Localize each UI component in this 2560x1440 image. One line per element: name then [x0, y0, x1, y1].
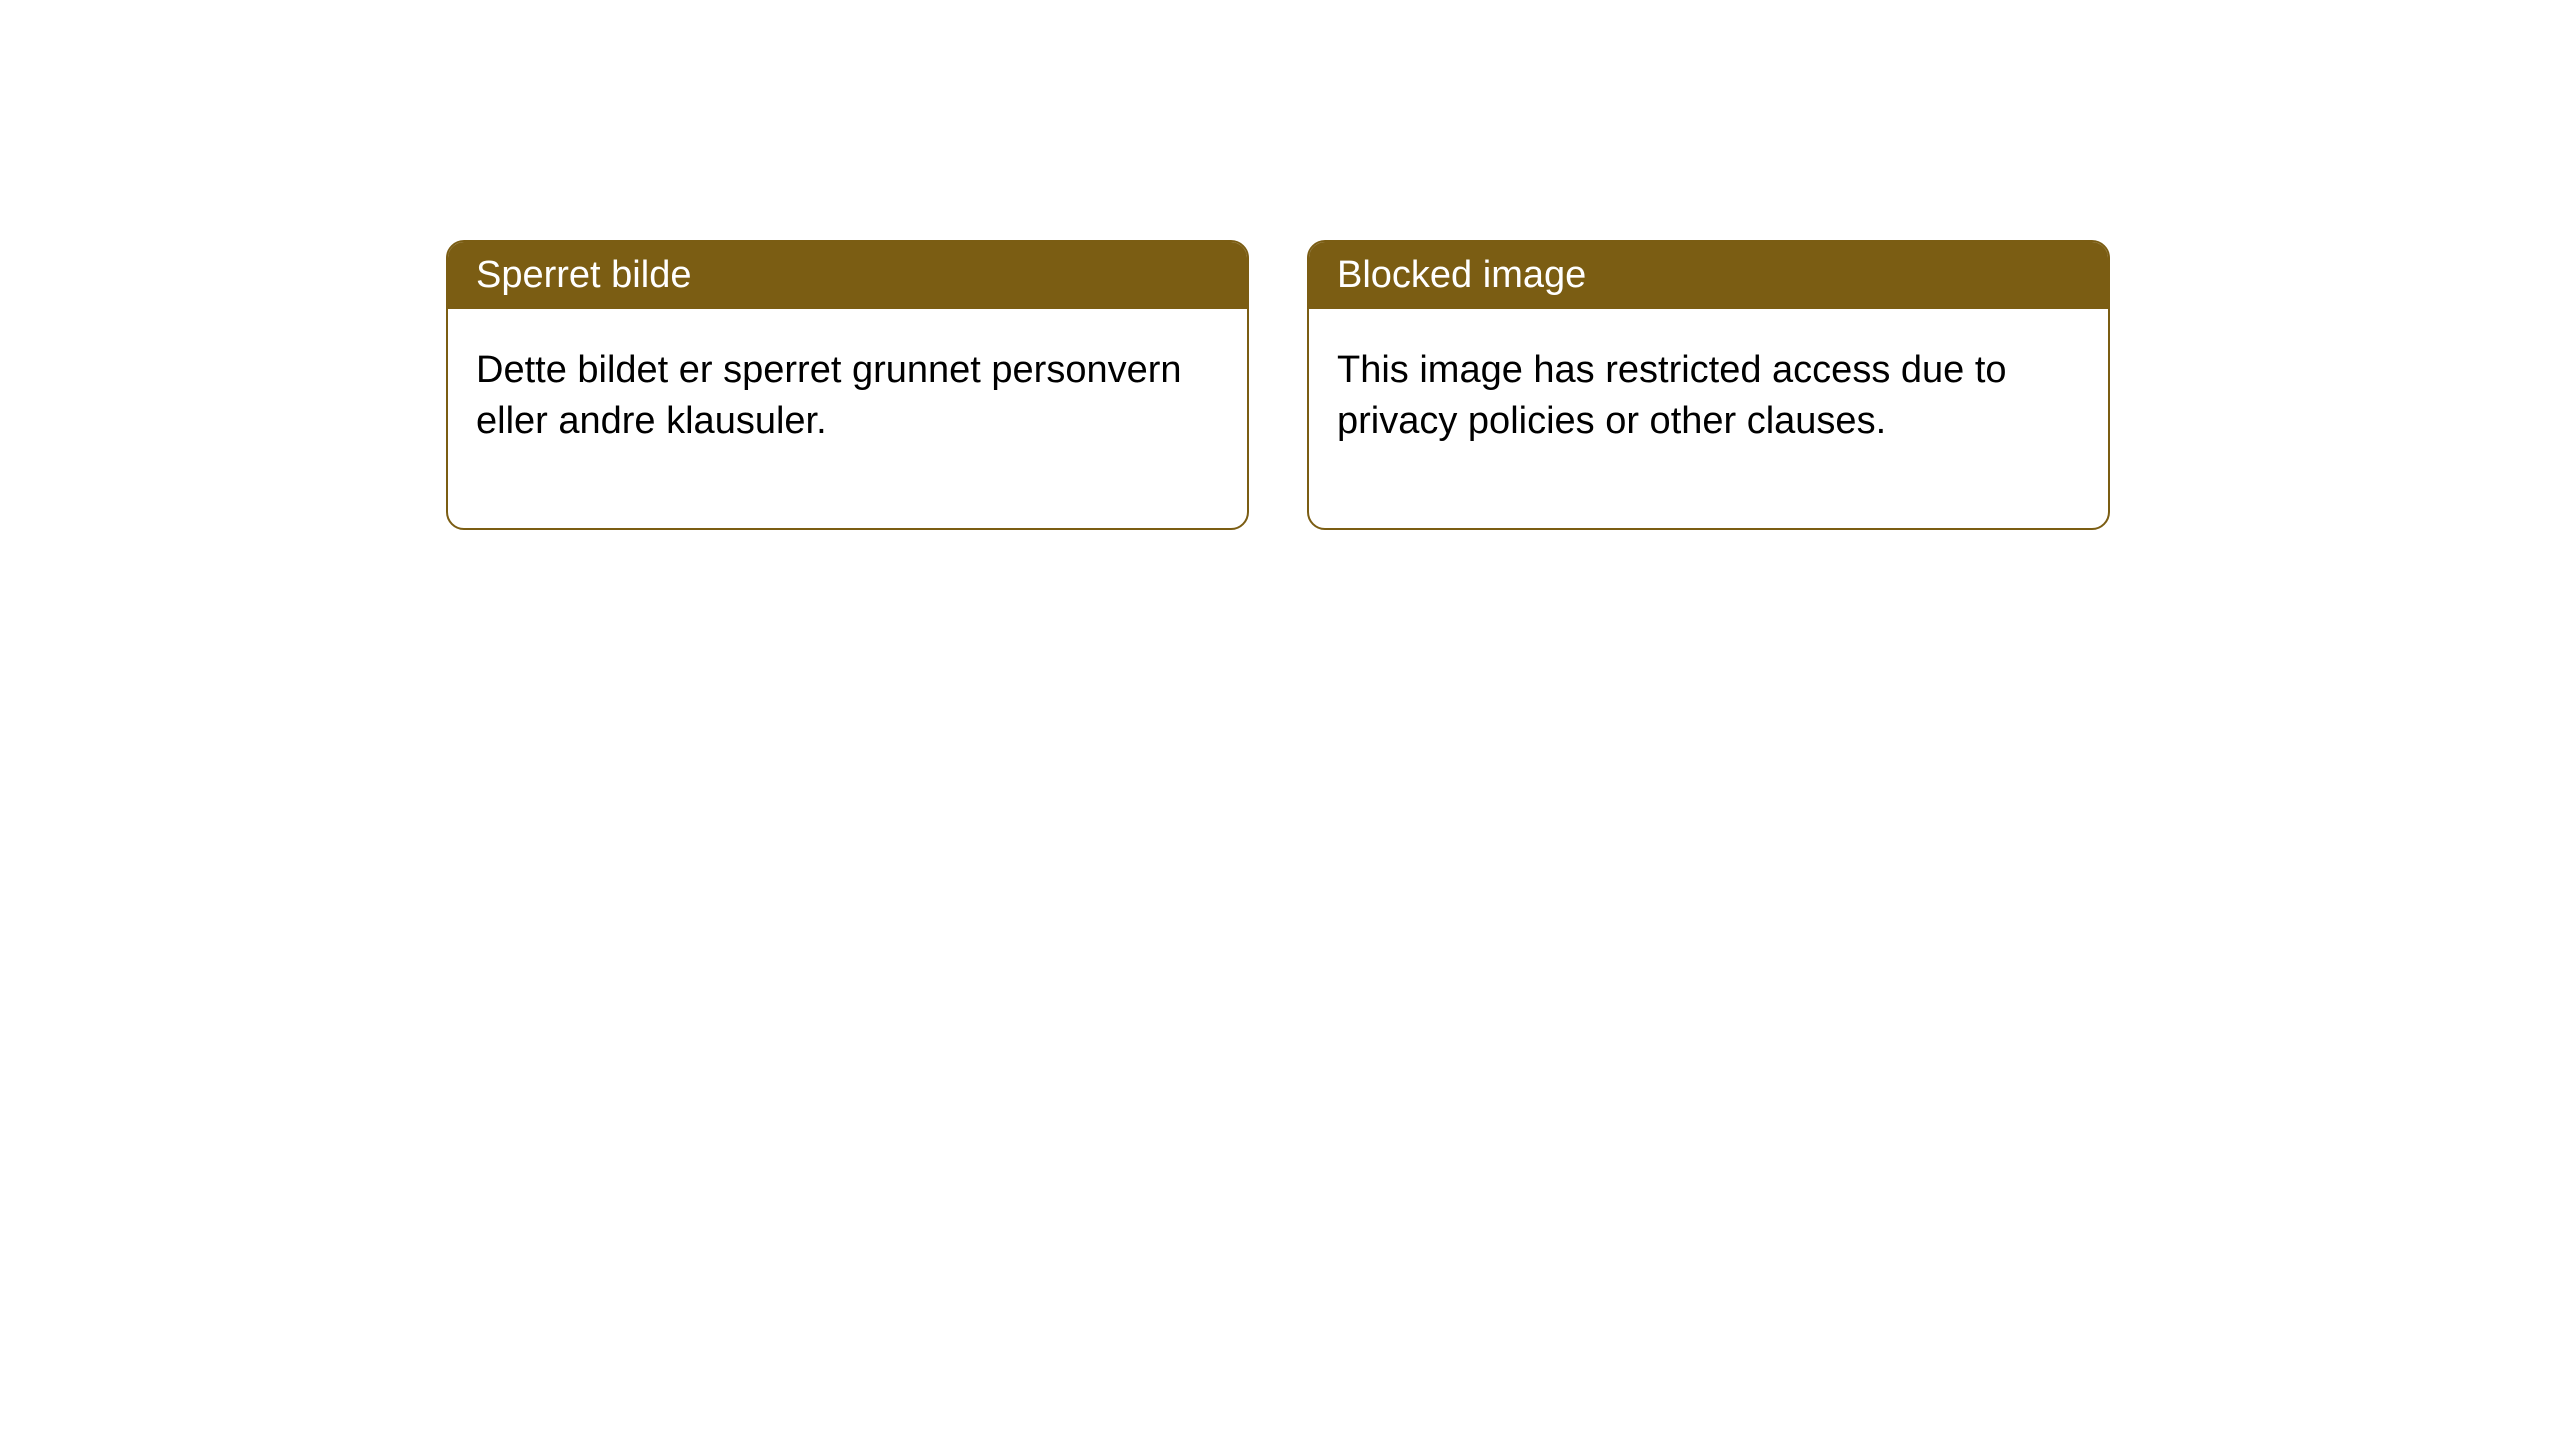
- notice-cards-container: Sperret bilde Dette bildet er sperret gr…: [446, 240, 2110, 530]
- card-header-text-no: Sperret bilde: [476, 254, 691, 296]
- card-header-text-en: Blocked image: [1337, 254, 1586, 296]
- card-body-en: This image has restricted access due to …: [1309, 309, 2108, 528]
- blocked-image-card-no: Sperret bilde Dette bildet er sperret gr…: [446, 240, 1249, 530]
- card-body-text-en: This image has restricted access due to …: [1337, 349, 2007, 442]
- blocked-image-card-en: Blocked image This image has restricted …: [1307, 240, 2110, 530]
- card-header-en: Blocked image: [1309, 242, 2108, 309]
- card-body-no: Dette bildet er sperret grunnet personve…: [448, 309, 1247, 528]
- card-body-text-no: Dette bildet er sperret grunnet personve…: [476, 349, 1182, 442]
- card-header-no: Sperret bilde: [448, 242, 1247, 309]
